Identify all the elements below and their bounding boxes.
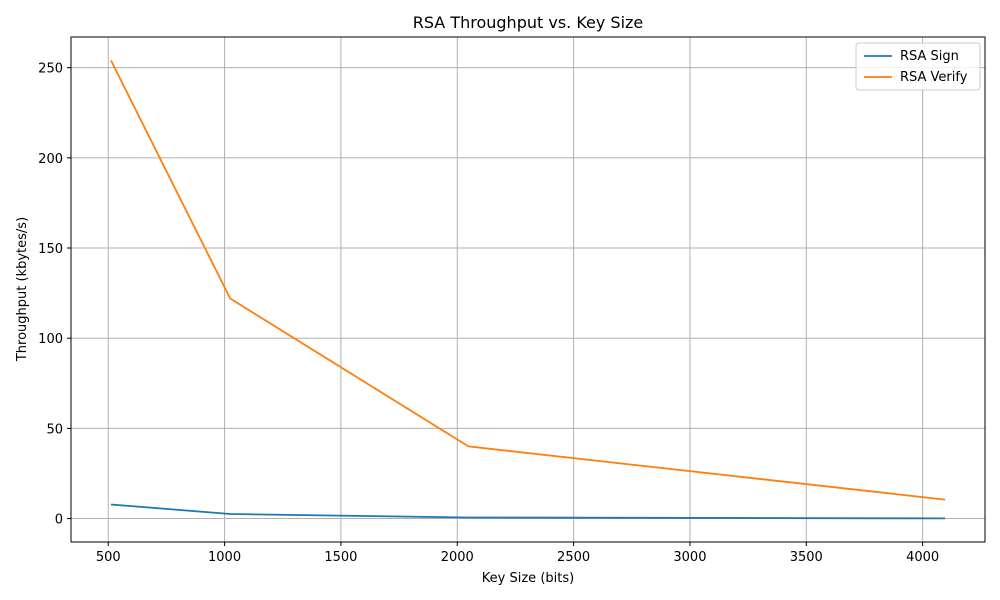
y-axis-label: Throughput (kbytes/s) — [15, 217, 30, 362]
x-tick-label: 2000 — [441, 550, 474, 565]
x-axis-ticks: 500 1000 1500 2000 2500 3000 3500 4000 — [96, 542, 939, 565]
series-line-rsa-verify — [110, 59, 946, 501]
series-line-rsa-sign — [110, 503, 946, 520]
legend-box — [855, 42, 981, 91]
y-tick-label: 150 — [38, 242, 63, 257]
y-tick-label: 100 — [38, 332, 63, 347]
y-tick-label: 200 — [38, 152, 63, 167]
y-axis-ticks: 0 50 100 150 200 250 — [38, 62, 71, 528]
x-tick-label: 2500 — [557, 550, 590, 565]
series-lines — [110, 59, 946, 520]
x-tick-label: 4000 — [906, 550, 939, 565]
x-tick-label: 1500 — [324, 550, 357, 565]
grid-lines — [71, 37, 985, 542]
y-tick-label: 0 — [55, 513, 63, 528]
y-tick-label: 50 — [46, 422, 63, 437]
legend-label-rsa-sign: RSA Sign — [900, 49, 959, 64]
x-axis-label: Key Size (bits) — [482, 571, 574, 586]
legend: RSA Sign RSA Verify — [855, 42, 981, 91]
x-tick-label: 1000 — [208, 550, 241, 565]
x-tick-label: 500 — [96, 550, 121, 565]
chart-title: RSA Throughput vs. Key Size — [413, 13, 644, 32]
x-tick-label: 3500 — [790, 550, 823, 565]
legend-label-rsa-verify: RSA Verify — [900, 70, 968, 85]
y-tick-label: 250 — [38, 62, 63, 77]
x-tick-label: 3000 — [673, 550, 706, 565]
plot-frame — [70, 36, 986, 543]
